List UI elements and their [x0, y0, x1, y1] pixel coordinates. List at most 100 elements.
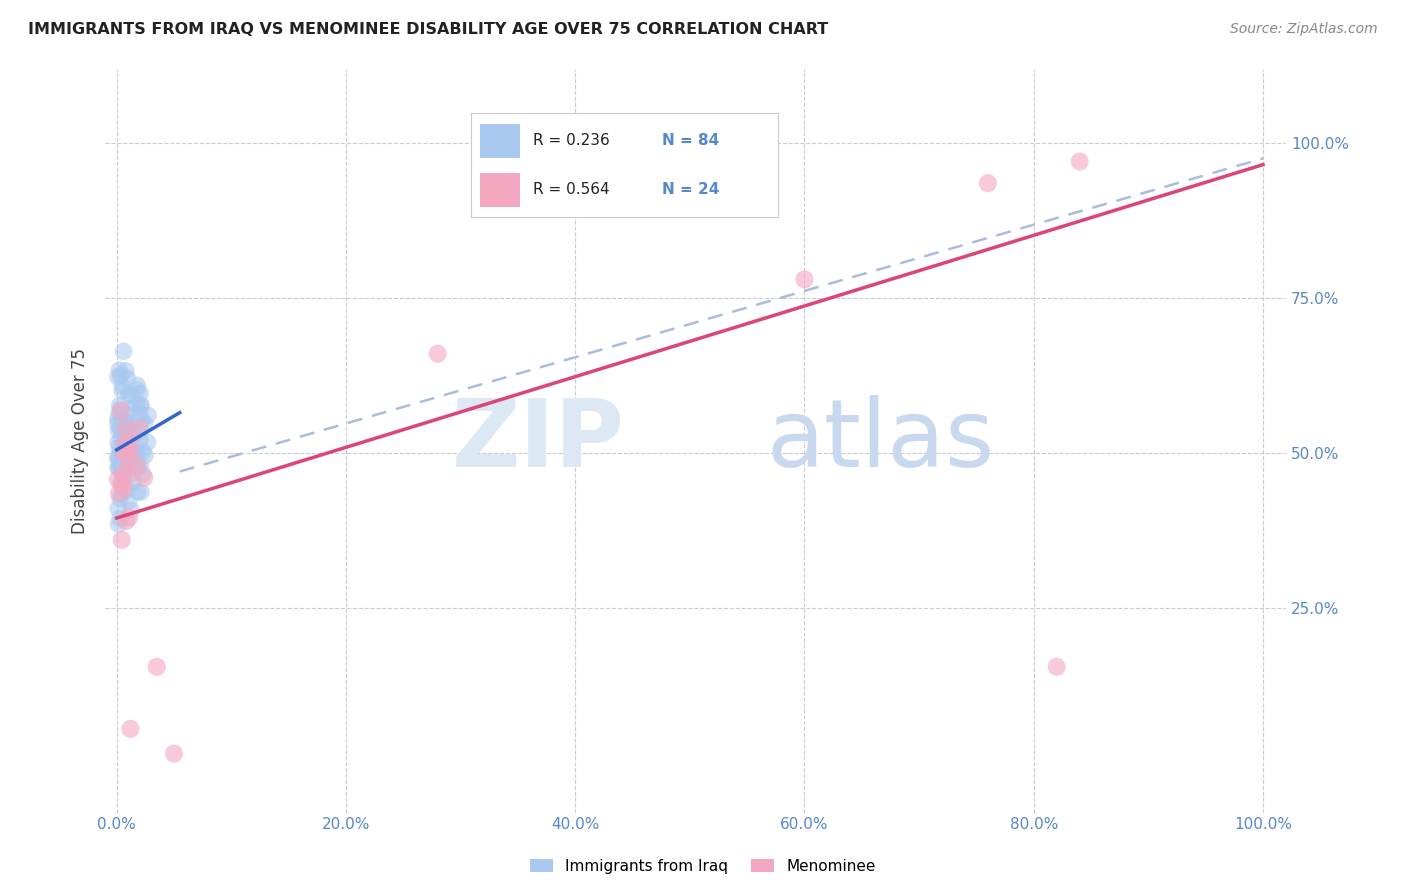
- Point: [107, 517, 129, 532]
- Point: [117, 468, 139, 483]
- Point: [108, 491, 131, 506]
- Point: [426, 347, 449, 361]
- Point: [111, 464, 134, 478]
- Point: [107, 460, 129, 475]
- Point: [132, 444, 155, 458]
- Point: [111, 533, 134, 547]
- Point: [107, 412, 129, 426]
- Point: [136, 409, 159, 423]
- Point: [117, 435, 139, 450]
- Point: [118, 409, 141, 423]
- Point: [110, 458, 132, 473]
- Point: [120, 444, 142, 458]
- Point: [120, 434, 142, 448]
- Point: [120, 388, 142, 402]
- Point: [118, 456, 141, 470]
- Point: [118, 387, 141, 401]
- Point: [793, 272, 815, 286]
- Text: atlas: atlas: [766, 394, 994, 486]
- Point: [112, 466, 135, 480]
- Point: [114, 436, 136, 450]
- Point: [129, 398, 152, 412]
- Point: [115, 514, 138, 528]
- Point: [107, 461, 129, 475]
- Point: [115, 421, 138, 435]
- Point: [132, 467, 155, 481]
- Point: [107, 450, 129, 464]
- Point: [111, 413, 134, 427]
- Point: [108, 486, 131, 500]
- Point: [125, 456, 148, 470]
- Point: [110, 403, 132, 417]
- Point: [110, 402, 132, 417]
- Point: [128, 406, 150, 420]
- Point: [108, 441, 131, 455]
- Point: [127, 383, 149, 397]
- Point: [117, 371, 139, 385]
- Point: [110, 422, 132, 436]
- Point: [1046, 660, 1069, 674]
- Point: [111, 384, 134, 398]
- Point: [1069, 154, 1091, 169]
- Point: [115, 483, 138, 498]
- Text: Source: ZipAtlas.com: Source: ZipAtlas.com: [1230, 22, 1378, 37]
- Point: [129, 485, 152, 500]
- Point: [128, 425, 150, 439]
- Point: [129, 386, 152, 401]
- Point: [117, 446, 139, 460]
- Point: [110, 432, 132, 446]
- Point: [977, 176, 1000, 190]
- Point: [110, 422, 132, 436]
- Point: [112, 344, 135, 359]
- Point: [107, 369, 129, 384]
- Point: [107, 424, 129, 438]
- Point: [125, 461, 148, 475]
- Point: [112, 470, 135, 484]
- Point: [110, 368, 132, 383]
- Point: [128, 421, 150, 435]
- Point: [111, 487, 134, 501]
- Point: [120, 432, 142, 446]
- Point: [112, 452, 135, 467]
- Point: [111, 448, 134, 462]
- Point: [108, 451, 131, 466]
- Legend: Immigrants from Iraq, Menominee: Immigrants from Iraq, Menominee: [524, 853, 882, 880]
- Point: [114, 364, 136, 378]
- Point: [114, 461, 136, 475]
- Point: [110, 478, 132, 492]
- Point: [114, 415, 136, 429]
- Point: [112, 426, 135, 441]
- Point: [115, 418, 138, 433]
- Point: [125, 446, 148, 460]
- Point: [111, 461, 134, 475]
- Point: [111, 379, 134, 393]
- Point: [107, 451, 129, 466]
- Point: [129, 458, 152, 473]
- Point: [125, 446, 148, 460]
- Point: [127, 378, 149, 392]
- Point: [112, 446, 135, 460]
- Point: [107, 501, 129, 516]
- Point: [108, 511, 131, 525]
- Point: [127, 458, 149, 473]
- Point: [129, 399, 152, 413]
- Point: [112, 459, 135, 474]
- Point: [108, 407, 131, 421]
- Point: [114, 438, 136, 452]
- Point: [108, 399, 131, 413]
- Point: [134, 449, 156, 463]
- Point: [136, 435, 159, 450]
- Point: [120, 423, 142, 437]
- Point: [111, 448, 134, 462]
- Point: [110, 475, 132, 489]
- Point: [107, 435, 129, 450]
- Point: [115, 417, 138, 431]
- Text: ZIP: ZIP: [451, 394, 624, 486]
- Point: [120, 503, 142, 517]
- Point: [129, 434, 152, 448]
- Point: [120, 722, 142, 736]
- Point: [118, 510, 141, 524]
- Point: [163, 747, 186, 761]
- Point: [122, 429, 145, 443]
- Point: [108, 363, 131, 377]
